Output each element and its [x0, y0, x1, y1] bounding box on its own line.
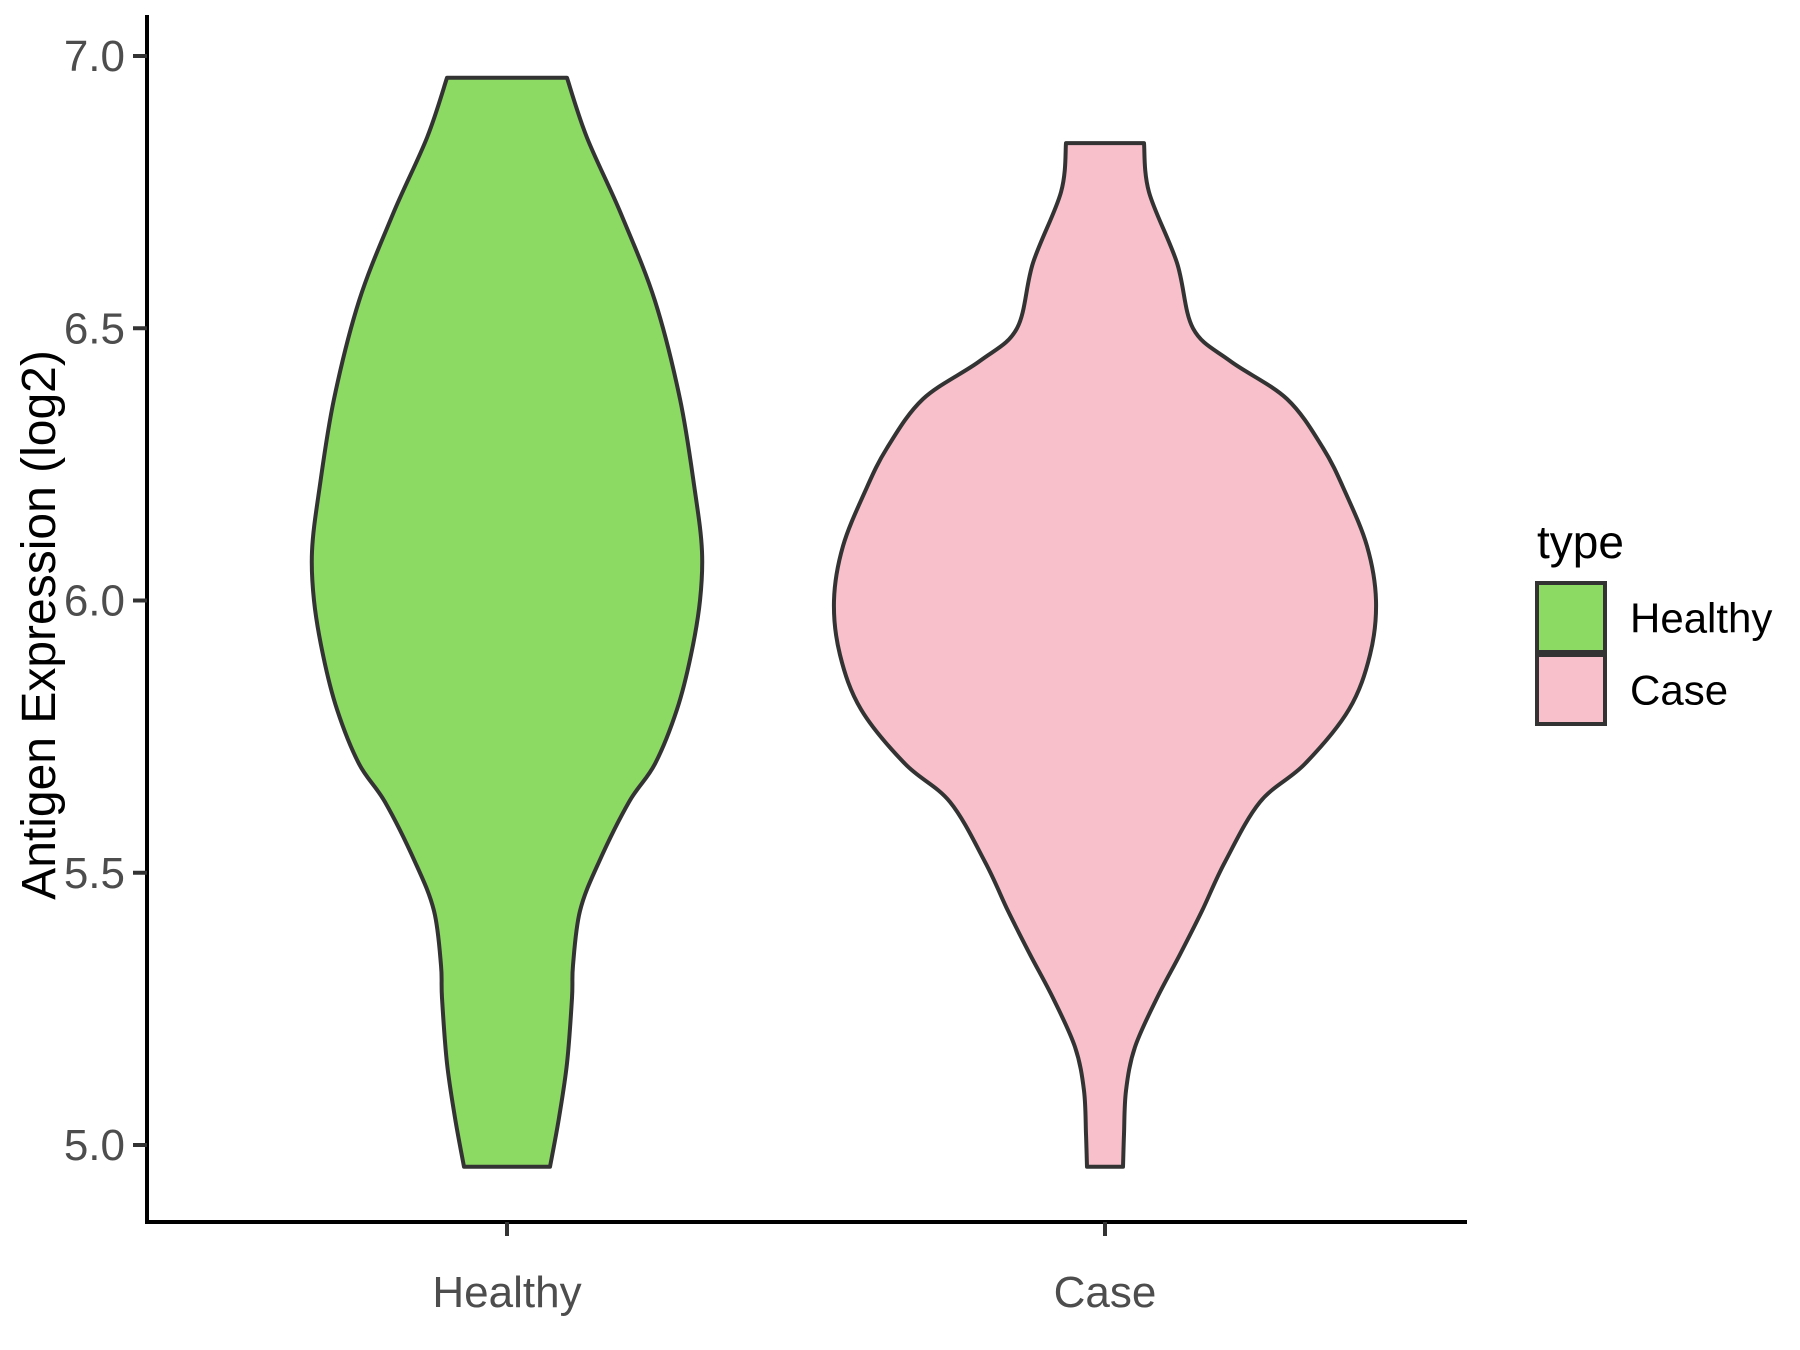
y-tick-label: 5.5 — [64, 849, 125, 898]
legend-label-healthy: Healthy — [1630, 595, 1772, 642]
y-tick-label: 6.0 — [64, 577, 125, 626]
y-axis-title: Antigen Expression (log2) — [13, 350, 66, 900]
y-tick-label: 5.0 — [64, 1121, 125, 1170]
y-tick-label: 6.5 — [64, 304, 125, 353]
legend: type Healthy Case — [1535, 516, 1772, 726]
x-tick-label: Healthy — [432, 1268, 581, 1317]
y-tick-label: 7.0 — [64, 32, 125, 81]
violin-healthy — [309, 75, 705, 1169]
axes-group — [145, 15, 1467, 1224]
legend-swatch-case — [1535, 653, 1607, 726]
violin-case — [831, 141, 1379, 1169]
legend-entries: Healthy Case — [1535, 581, 1772, 726]
ticks-group: 7.0 6.5 6.0 5.5 5.0 Healthy Case — [64, 32, 1157, 1317]
legend-title: type — [1537, 516, 1624, 568]
violins-group — [309, 75, 1379, 1169]
x-tick-label: Case — [1054, 1268, 1157, 1317]
legend-label-case: Case — [1630, 667, 1728, 714]
legend-swatch-healthy — [1535, 581, 1607, 654]
